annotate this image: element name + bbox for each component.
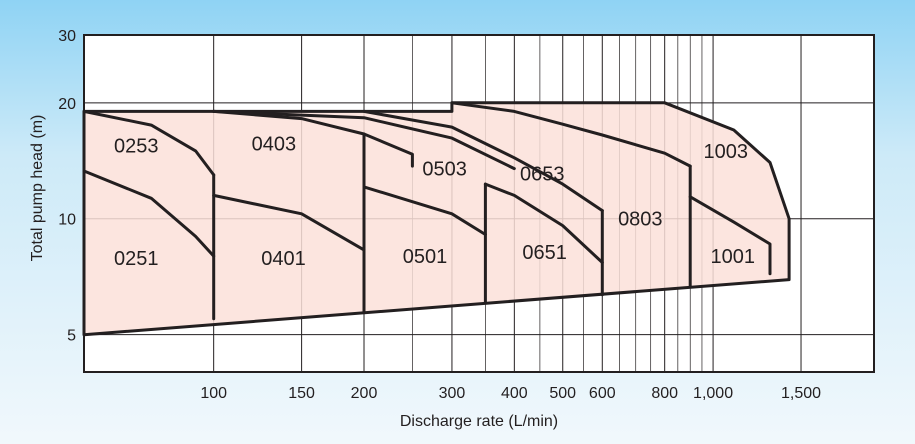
performance-curve [688,195,772,276]
x-tick-label: 300 [439,385,466,402]
plot-border [83,34,875,373]
model-label: 0253 [114,135,159,157]
performance-curve [450,101,692,168]
model-label: 0651 [522,242,567,264]
model-label: 0501 [403,246,448,268]
performance-curve [212,193,366,252]
y-tick-label: 10 [58,212,76,229]
x-tick-label: 600 [589,385,616,402]
y-tick-label: 30 [58,28,76,45]
performance-curves [82,101,772,321]
x-tick-label: 400 [501,385,528,402]
model-label: 1001 [711,246,756,268]
model-label: 1003 [703,141,748,163]
performance-curve [483,182,604,264]
x-axis-title: Discharge rate (L/min) [400,413,558,430]
y-axis-title: Total pump head (m) [29,115,46,262]
axis-ticks: 100 150 200 300 400 500 600 800 1,000 1,500 5 10 20 3… [58,28,821,402]
performance-curve [362,185,487,236]
x-tick-label: 800 [651,385,678,402]
x-tick-label: 500 [549,385,576,402]
performance-curve [212,109,516,171]
y-tick-label: 20 [58,96,76,113]
performance-curve [82,109,216,177]
model-label: 0401 [261,248,306,270]
model-label: 0503 [422,159,467,181]
x-tick-label: 200 [351,385,378,402]
model-label: 0653 [520,164,565,186]
model-label: 0403 [252,133,297,155]
performance-curve [82,169,216,258]
performance-curve [362,109,604,213]
x-tick-label: 100 [200,385,227,402]
x-tick-label: 1,000 [693,385,733,402]
model-label: 0803 [618,209,663,231]
x-tick-label: 1,500 [781,385,821,402]
x-tick-label: 150 [288,385,315,402]
model-label: 0251 [114,248,159,270]
y-tick-label: 5 [67,328,76,345]
model-labels: 0253 0251 0403 0401 0503 0501 0653 0651 0803 1003… [114,133,755,270]
